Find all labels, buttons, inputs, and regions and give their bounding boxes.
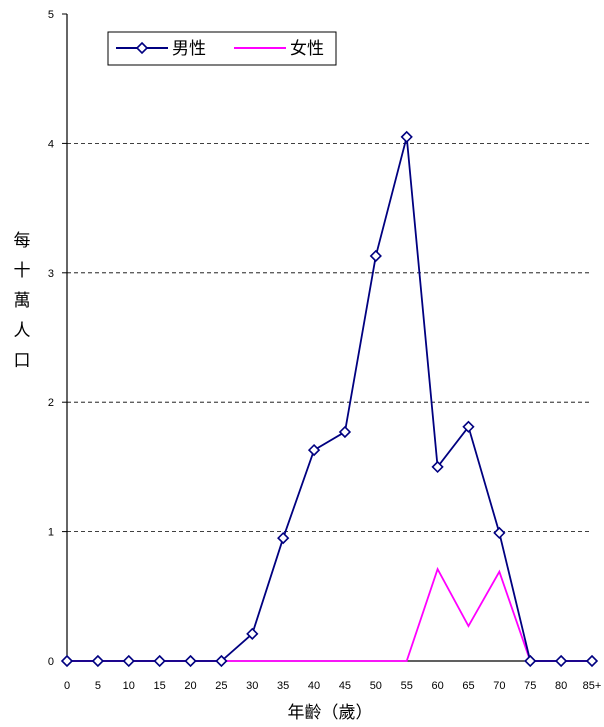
- data-point: [462, 420, 475, 433]
- y-tick-label: 0: [48, 656, 54, 668]
- x-tick-labels: 0 5 10 15 20 25 30 35 40 45 50 55 60 65 70 75 80 85+: [64, 680, 601, 692]
- series-male: [60, 130, 599, 668]
- y-tick-label: 1: [48, 527, 54, 539]
- y-tick-label: 4: [48, 138, 54, 150]
- x-tick-label: 80: [555, 680, 567, 692]
- x-tick-label: 10: [123, 680, 135, 692]
- data-point: [338, 425, 352, 439]
- grid-lines: [67, 142, 592, 532]
- y-axis-title-char: 十: [14, 261, 31, 281]
- legend-label-female: 女性: [290, 39, 324, 59]
- series-line: [67, 566, 592, 662]
- x-tick-label: 65: [462, 680, 474, 692]
- x-tick-label: 40: [308, 680, 320, 692]
- data-point: [122, 654, 135, 668]
- x-tick-label: 30: [246, 680, 258, 692]
- x-tick-label: 15: [154, 680, 166, 692]
- data-point: [277, 531, 290, 545]
- y-tick-label: 2: [48, 397, 54, 409]
- y-axis-title-char: 萬: [14, 291, 31, 311]
- x-tick-label: 75: [524, 680, 536, 692]
- data-point: [369, 249, 382, 263]
- x-tick-label: 5: [95, 680, 101, 692]
- x-tick-label: 35: [277, 680, 289, 692]
- series-line: [67, 136, 592, 662]
- data-point: [91, 654, 105, 668]
- x-tick-label: 25: [215, 680, 227, 692]
- x-tick-label: 70: [493, 680, 505, 692]
- data-point: [554, 654, 568, 668]
- data-point: [400, 130, 413, 144]
- x-axis-title: 年齡（歲）: [288, 703, 373, 723]
- axes: [62, 13, 592, 662]
- x-tick-label: 20: [184, 680, 196, 692]
- series: [60, 130, 599, 668]
- x-tick-label: 85+: [583, 680, 602, 692]
- legend-item-female: 女性: [234, 39, 324, 59]
- x-tick-label: 55: [401, 680, 413, 692]
- data-point: [215, 654, 228, 668]
- data-point: [246, 627, 259, 640]
- x-tick-label: 0: [64, 680, 70, 692]
- legend: 男性 女性: [107, 31, 337, 66]
- legend-marker-male: [135, 41, 149, 55]
- data-point: [585, 654, 599, 668]
- data-point: [493, 526, 506, 540]
- y-tick-label: 3: [48, 268, 54, 280]
- x-tick-label: 50: [370, 680, 382, 692]
- data-point: [431, 460, 444, 474]
- y-axis-title-char: 人: [14, 321, 31, 341]
- x-tick-label: 60: [431, 680, 443, 692]
- data-point: [524, 654, 537, 668]
- y-axis-title-char: 每: [14, 231, 31, 251]
- data-point: [184, 654, 197, 668]
- series-female: [67, 566, 592, 662]
- y-tick-label: 5: [48, 9, 54, 21]
- y-axis-title-char: 口: [14, 351, 31, 371]
- data-point: [153, 654, 166, 668]
- data-point: [60, 654, 74, 668]
- legend-item-male: 男性: [116, 39, 206, 59]
- y-tick-labels: 0 1 2 3 4 5: [48, 9, 54, 668]
- data-point: [307, 443, 321, 457]
- x-tick-label: 45: [339, 680, 351, 692]
- legend-label-male: 男性: [172, 39, 206, 59]
